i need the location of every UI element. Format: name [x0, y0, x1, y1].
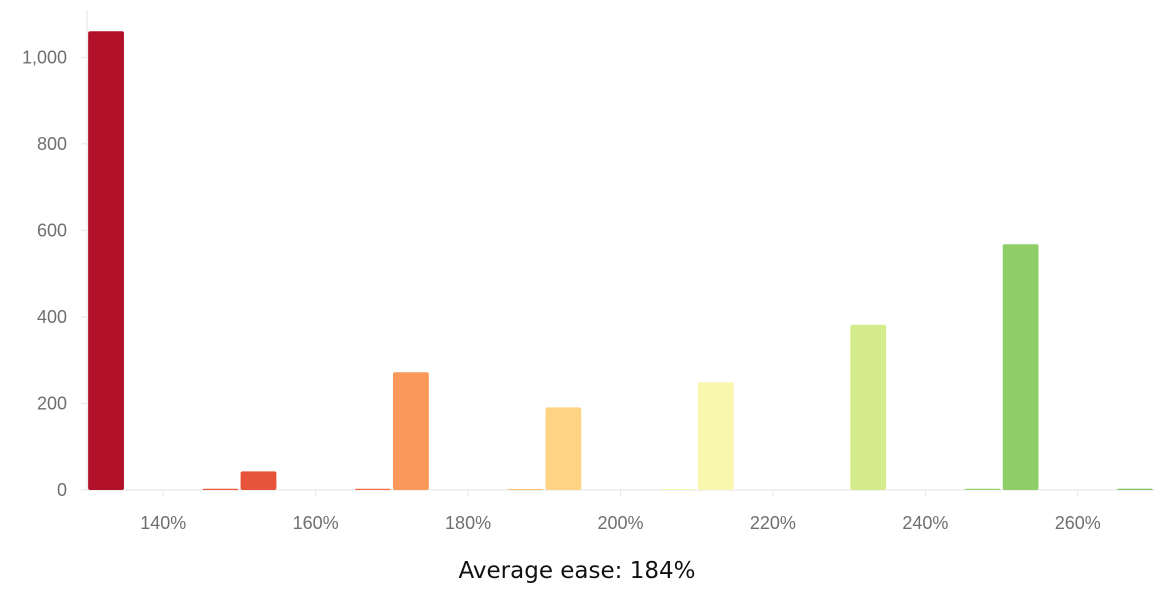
y-tick-label: 200	[37, 393, 67, 413]
x-tick-label: 260%	[1055, 513, 1101, 533]
histogram-bar[interactable]	[697, 382, 734, 490]
histogram-bar[interactable]	[202, 488, 239, 490]
ease-histogram: 0 200 400 600 800 1,000 140% 160% 180% 200% 220% 2…	[22, 10, 1154, 533]
y-axis: 0 200 400 600 800 1,000	[22, 10, 88, 500]
histogram-bar[interactable]	[964, 488, 1001, 490]
histogram-bar[interactable]	[507, 489, 544, 490]
average-ease-label: Average ease:	[458, 558, 623, 584]
histogram-bar[interactable]	[1117, 488, 1153, 490]
histogram-bar[interactable]	[1002, 244, 1039, 490]
histogram-bar[interactable]	[88, 31, 124, 491]
y-tick-label: 400	[37, 307, 67, 327]
y-tick-label: 0	[57, 480, 67, 500]
histogram-bar[interactable]	[354, 488, 391, 490]
histogram-bar[interactable]	[659, 489, 696, 490]
x-tick-label: 160%	[293, 513, 339, 533]
x-tick-label: 220%	[750, 513, 796, 533]
y-tick-label: 800	[37, 134, 67, 154]
y-tick-label: 1,000	[22, 47, 67, 67]
x-axis: 140% 160% 180% 200% 220% 240% 260%	[87, 489, 1154, 533]
x-tick-label: 140%	[140, 513, 186, 533]
bars	[88, 31, 1153, 491]
histogram-bar[interactable]	[393, 372, 429, 490]
x-tick-label: 180%	[445, 513, 491, 533]
x-tick-label: 200%	[597, 513, 643, 533]
histogram-bar[interactable]	[545, 407, 582, 490]
average-ease-value: 184%	[629, 558, 696, 584]
y-tick-label: 600	[37, 220, 67, 240]
histogram-bar[interactable]	[240, 471, 277, 490]
histogram-bar[interactable]	[850, 324, 887, 490]
x-tick-label: 240%	[902, 513, 948, 533]
average-ease-caption: Average ease: 184%	[0, 558, 1154, 584]
